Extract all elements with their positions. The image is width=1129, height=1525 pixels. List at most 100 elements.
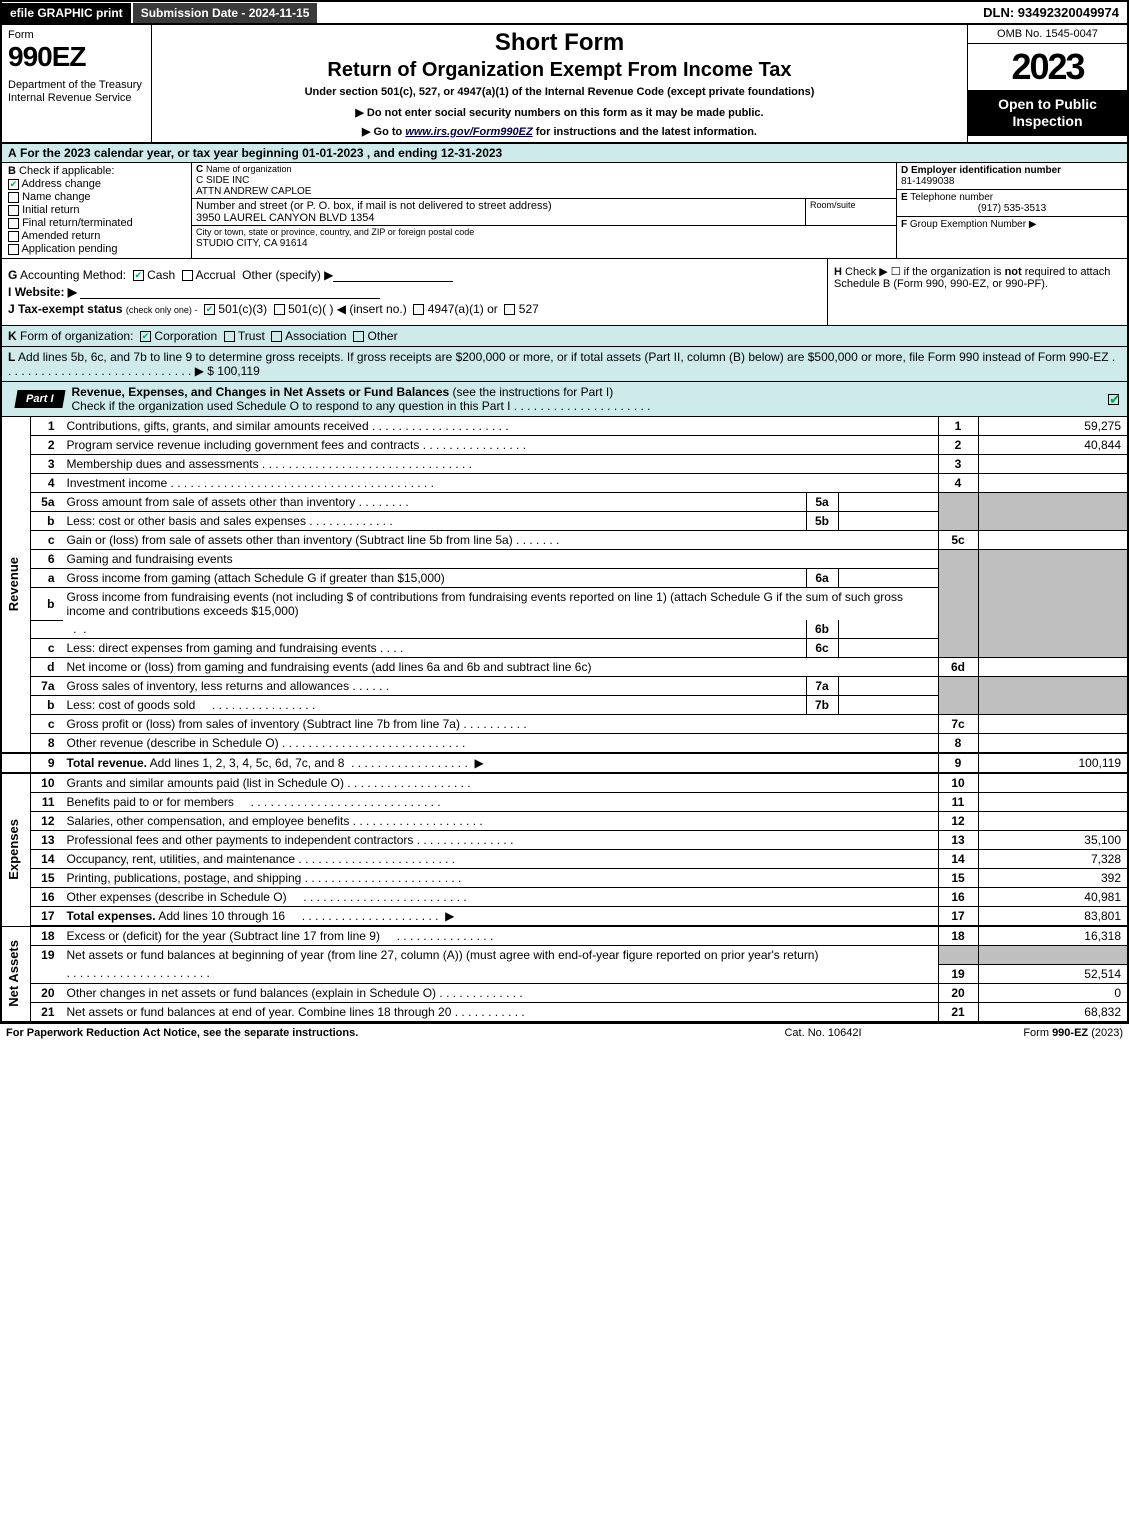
line-desc: Other expenses (describe in Schedule O) … [63,888,939,907]
side-label-expenses: Expenses [6,819,26,880]
table-row: c Gross profit or (loss) from sales of i… [1,715,1128,734]
j-opt2: 501(c)( ) ◀ (insert no.) [288,302,407,316]
j-opt3: 4947(a)(1) or [428,302,498,316]
line-desc: Professional fees and other payments to … [63,831,939,850]
g-other-input[interactable] [333,270,453,282]
part1-checkbox[interactable] [1108,394,1119,405]
chk-final-return[interactable]: Final return/terminated [8,217,185,229]
footer-right-pre: Form [1023,1027,1052,1039]
efile-print-button[interactable]: efile GRAPHIC print [2,3,133,23]
footer-mid: Cat. No. 10642I [723,1027,923,1039]
line-num: 4 [31,474,63,493]
table-row: 12 Salaries, other compensation, and emp… [1,812,1128,831]
submission-date-button[interactable]: Submission Date - 2024-11-15 [133,3,320,23]
part1-table: Revenue 1 Contributions, gifts, grants, … [0,417,1129,1023]
checkbox-icon[interactable] [182,270,193,281]
line-num: c [31,715,63,734]
line-desc: Gross profit or (loss) from sales of inv… [63,715,939,734]
line-value [978,734,1128,754]
line-value: 100,119 [978,753,1128,773]
checkbox-icon[interactable] [274,304,285,315]
website-input[interactable] [80,287,380,299]
org-attn: ATTN ANDREW CAPLOE [196,186,311,197]
label-i: I [8,285,11,299]
part1-check-text: Check if the organization used Schedule … [72,399,511,413]
part1-title: Revenue, Expenses, and Changes in Net As… [64,382,1108,416]
checkbox-icon[interactable] [133,270,144,281]
col-h: H Check ▶ ☐ if the organization is not r… [827,259,1127,325]
table-row: 9 Total revenue. Add lines 1, 2, 3, 4, 5… [1,753,1128,773]
gray-cell [938,493,978,531]
checkbox-icon[interactable] [224,331,235,342]
table-row: Revenue 1 Contributions, gifts, grants, … [1,417,1128,436]
line-value: 68,832 [978,1002,1128,1022]
checkbox-icon[interactable] [413,304,424,315]
line-ref: 9 [938,753,978,773]
checkbox-icon[interactable] [140,331,151,342]
department-label: Department of the Treasury Internal Reve… [8,79,145,105]
line-num: 16 [31,888,63,907]
chk-label: Address change [21,178,101,190]
gray-cell [978,493,1128,531]
line-value: 40,844 [978,436,1128,455]
row-f: F Group Exemption Number ▶ [897,217,1127,258]
line-num: 1 [31,417,63,436]
line-value [978,773,1128,793]
line-desc: Gaming and fundraising events [63,550,939,569]
chk-label: Application pending [21,243,117,255]
line-value: 392 [978,869,1128,888]
section-bcdef: B Check if applicable: Address change Na… [0,163,1129,259]
sub-line-value [838,569,938,588]
chk-address-change[interactable]: Address change [8,178,185,190]
label-c: C [196,164,203,175]
line-desc: Gross income from fundraising events (no… [63,588,939,621]
line-num: c [31,639,63,658]
line-desc: Other revenue (describe in Schedule O) .… [63,734,939,754]
row-k: K Form of organization: Corporation Trus… [0,326,1129,347]
line-ref: 8 [938,734,978,754]
chk-initial-return[interactable]: Initial return [8,204,185,216]
dln-label: DLN: 93492320049974 [975,2,1127,23]
side-label-revenue: Revenue [6,557,26,611]
checkbox-icon[interactable] [204,304,215,315]
chk-label: Amended return [21,230,100,242]
sub-line-value [838,696,938,715]
gray-cell [978,550,1128,658]
note2-pre: ▶ Go to [362,126,405,138]
side-netassets: Net Assets [1,926,31,1022]
line-value [978,812,1128,831]
line-value: 83,801 [978,907,1128,927]
chk-amended-return[interactable]: Amended return [8,230,185,242]
chk-application-pending[interactable]: Application pending [8,243,185,255]
line-desc: Less: cost or other basis and sales expe… [63,512,807,531]
line-desc: Occupancy, rent, utilities, and maintena… [63,850,939,869]
line-desc: Less: cost of goods sold . . . . . . . .… [63,696,807,715]
g-other: Other (specify) ▶ [242,268,333,282]
j-sub: (check only one) - [126,305,198,315]
line-ref: 13 [938,831,978,850]
checkbox-icon[interactable] [353,331,364,342]
line-desc: Printing, publications, postage, and shi… [63,869,939,888]
line-num: 15 [31,869,63,888]
org-name: C SIDE INC [196,175,249,186]
title-short-form: Short Form [160,29,959,57]
line-value: 7,328 [978,850,1128,869]
table-row: 3 Membership dues and assessments . . . … [1,455,1128,474]
sub-line-ref: 7b [806,696,838,715]
table-row: 11 Benefits paid to or for members . . .… [1,793,1128,812]
row-g: G Accounting Method: Cash Accrual Other … [8,268,821,282]
title-return: Return of Organization Exempt From Incom… [160,59,959,82]
form-header-left: Form 990EZ Department of the Treasury In… [2,25,152,142]
part1-header: Part I Revenue, Expenses, and Changes in… [0,382,1129,417]
gray-cell [978,677,1128,715]
chk-name-change[interactable]: Name change [8,191,185,203]
line-desc: Contributions, gifts, grants, and simila… [63,417,939,436]
irs-link[interactable]: www.irs.gov/Form990EZ [405,126,532,138]
table-row: . . . . . . . . . . . . . . . . . . . . … [1,964,1128,983]
line-num: d [31,658,63,677]
checkbox-icon[interactable] [271,331,282,342]
checkbox-icon[interactable] [504,304,515,315]
line-ref: 6d [938,658,978,677]
line-value [978,455,1128,474]
f-heading: Group Exemption Number [910,219,1026,230]
